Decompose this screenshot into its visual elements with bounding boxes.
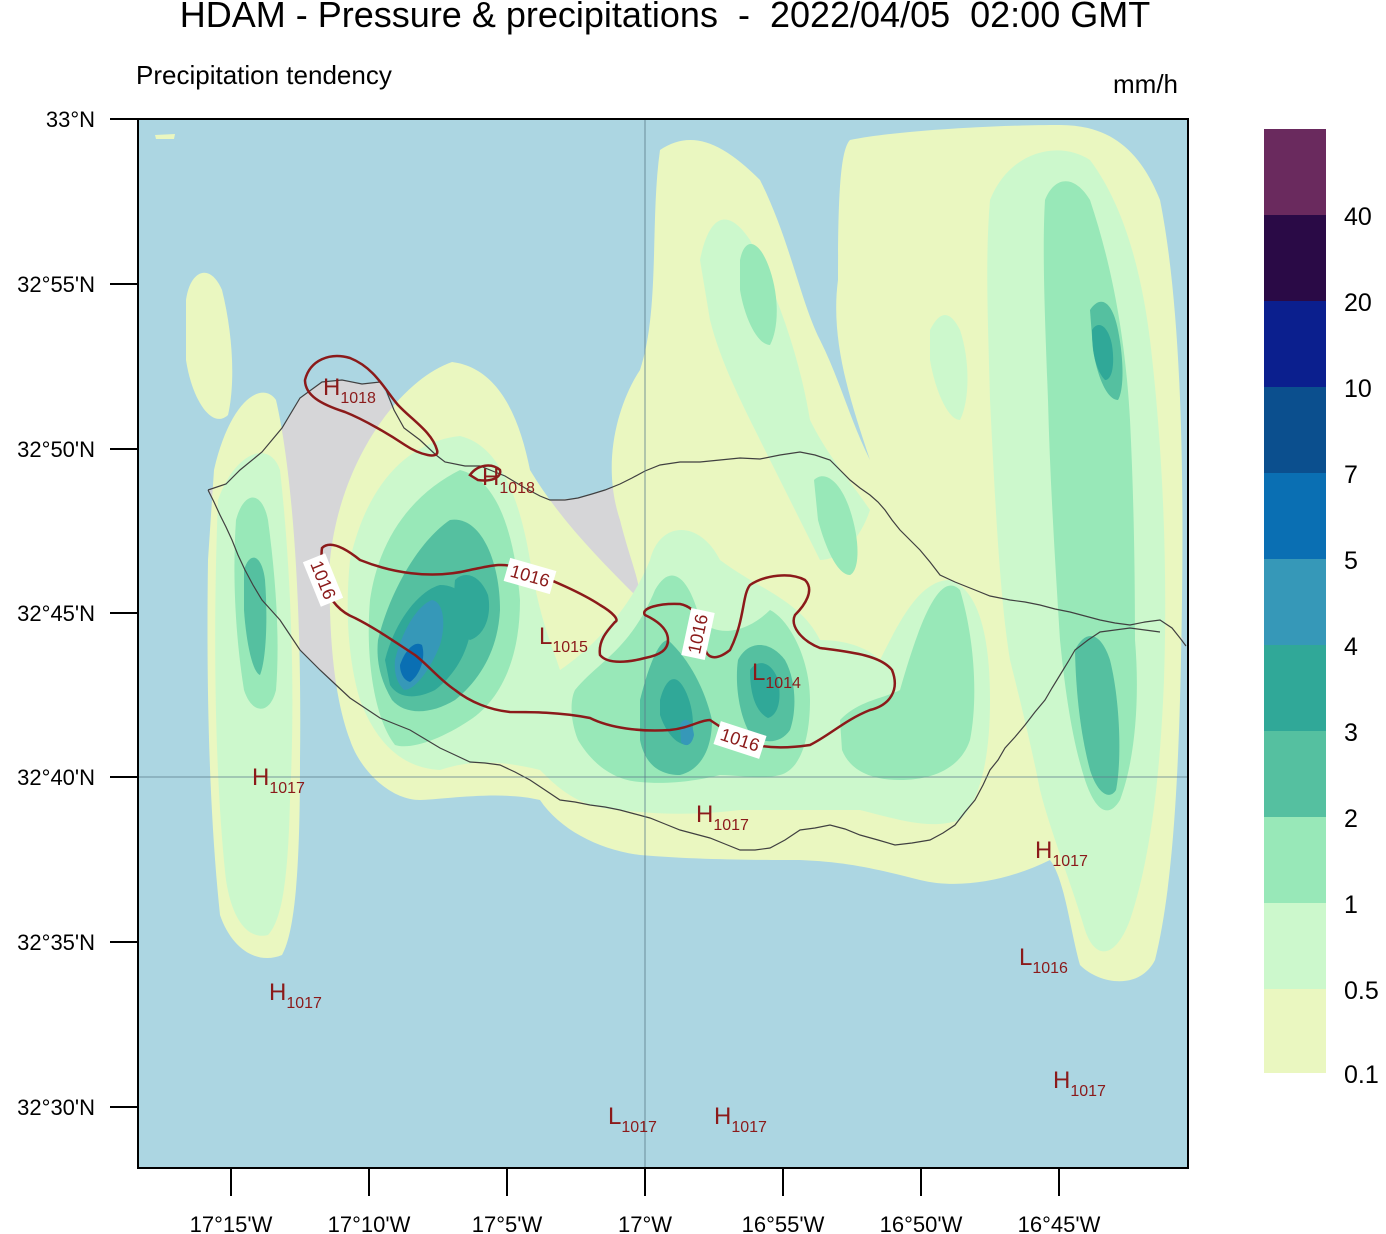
colorbar-swatch [1264,559,1326,645]
colorbar-label: 2 [1344,805,1358,833]
lon-label: 16°55'W [742,1212,825,1234]
lon-label: 16°45'W [1018,1212,1101,1234]
colorbar-label: 0.5 [1344,977,1379,1005]
pressure-center-high: H1017 [269,979,322,1012]
map-subtitle: Precipitation tendency [136,60,392,90]
pressure-center-high: H1018 [482,464,535,497]
lon-label: 17°5'W [472,1212,543,1234]
lat-label: 33°N [46,107,95,132]
map-frame [137,118,1189,1169]
isobar-label: 1016 [681,608,715,660]
isobar-1018-small [468,464,502,482]
lat-label: 32°30'N [17,1095,95,1120]
pressure-center-high: H1017 [1035,837,1088,870]
lon-label: 16°50'W [880,1212,963,1234]
colorbar-label: 4 [1344,633,1358,661]
map-area: 1016 1016 1016 1016 H1018 H1018 L1015 L1… [138,119,1188,1168]
pressure-center-low: L1016 [1019,944,1068,977]
longitude-axis [230,1168,1060,1196]
colorbar-label: 10 [1344,375,1372,403]
lat-label: 32°40'N [17,765,95,790]
colorbar-swatch [1264,387,1326,473]
map-title: HDAM - Pressure & precipitations - 2022/… [179,0,1151,35]
pressure-center-low: L1014 [752,659,801,692]
latitude-axis [110,118,138,1108]
lat-label: 32°50'N [17,437,95,462]
colorbar-label: 40 [1344,203,1372,231]
pressure-center-high: H1017 [696,801,749,834]
pressure-center-high: H1017 [1053,1067,1106,1100]
latitude-labels: 33°N 32°55'N 32°50'N 32°45'N 32°40'N 32°… [17,107,95,1120]
isobars [303,354,896,749]
colorbar: 40 20 10 7 5 4 3 2 1 0.5 0.1 [1264,129,1379,1089]
colorbar-label: 7 [1344,461,1358,489]
lon-label: 17°10'W [328,1212,411,1234]
pressure-center-high: H1017 [714,1103,767,1136]
lat-label: 32°35'N [17,930,95,955]
longitude-labels: 17°15'W 17°10'W 17°5'W 17°W 16°55'W 16°5… [190,1212,1101,1234]
pressure-center-high: H1018 [323,374,376,407]
pressure-center-low: L1017 [608,1103,657,1136]
isobar-1016-main [320,543,896,749]
colorbar-label: 1 [1344,891,1358,919]
lon-label: 17°15'W [190,1212,273,1234]
colorbar-swatch [1264,817,1326,903]
colorbar-swatch [1264,473,1326,559]
pressure-center-low: L1015 [539,623,588,656]
colorbar-swatch [1264,989,1326,1073]
coastline [207,379,1187,851]
lon-label: 17°W [618,1212,672,1234]
colorbar-label: 3 [1344,719,1358,747]
pressure-centers: H1018 H1018 L1015 L1014 H1017 H1017 H101… [252,374,1106,1136]
colorbar-label: 20 [1344,289,1372,317]
colorbar-swatch [1264,903,1326,989]
colorbar-label: 5 [1344,547,1358,575]
lat-label: 32°55'N [17,272,95,297]
pressure-center-high: H1017 [252,764,305,797]
colorbar-swatch [1264,645,1326,731]
colorbar-swatch [1264,301,1326,387]
isobar-1018-north [303,354,439,457]
colorbar-swatch [1264,215,1326,301]
colorbar-label: 0.1 [1344,1061,1379,1089]
precipitation-field [155,125,1183,982]
lat-label: 32°45'N [17,601,95,626]
colorbar-swatch [1264,731,1326,817]
unit-label: mm/h [1113,69,1178,99]
colorbar-swatch [1264,129,1326,215]
